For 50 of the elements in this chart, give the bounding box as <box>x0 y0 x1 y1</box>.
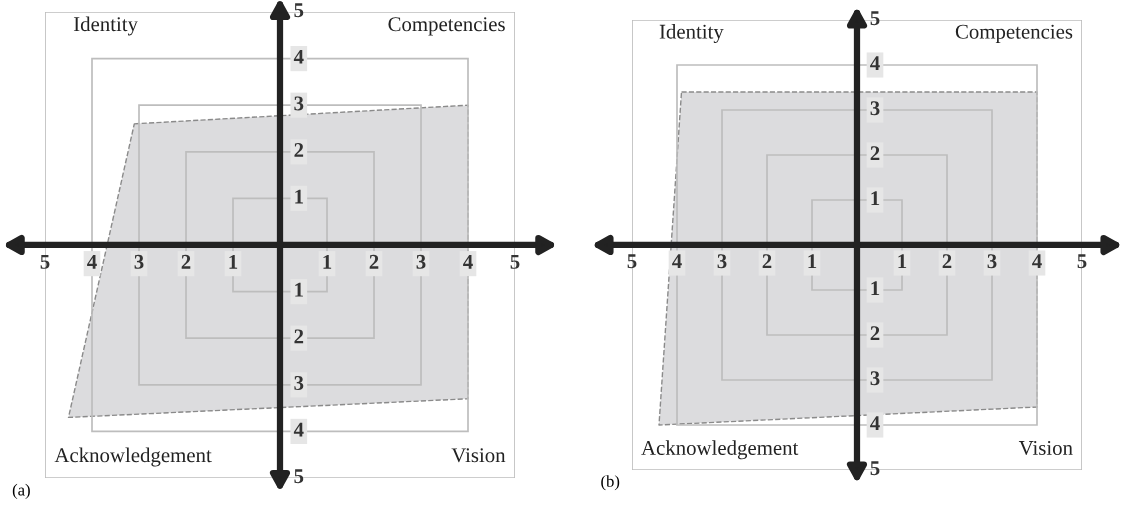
x-tick-label: 4 <box>672 254 682 269</box>
x-tick-label: 1 <box>898 254 907 269</box>
x-tick-label: 4 <box>1032 254 1042 269</box>
annotation: Vision <box>451 448 506 463</box>
text: (b) <box>601 475 620 491</box>
y-tick-label: 2 <box>870 326 880 341</box>
y-tick-label: 1 <box>871 191 880 206</box>
annotation: Competencies <box>955 24 1073 43</box>
y-tick-label: 5 <box>870 11 880 26</box>
y-tick-label: 3 <box>294 96 304 111</box>
y-tick-label: 1 <box>295 282 303 297</box>
annotation: Acknowledgement <box>641 440 799 460</box>
x-tick-label: 3 <box>416 254 426 269</box>
x-tick-label: 5 <box>510 255 520 269</box>
y-tick-label: 4 <box>293 49 304 64</box>
x-tick-label: 4 <box>87 254 97 269</box>
annotation: Identity <box>659 24 724 43</box>
x-tick-label: 3 <box>717 254 727 269</box>
x-tick-label: 3 <box>134 254 144 269</box>
x-tick-label: 2 <box>181 254 191 269</box>
x-tick-label: 1 <box>808 254 817 269</box>
y-tick-label: 1 <box>871 281 880 296</box>
x-tick-label: 5 <box>40 255 50 269</box>
y-tick-label: 3 <box>294 376 304 391</box>
annotation: Identity <box>73 16 138 36</box>
y-tick-label: 4 <box>293 422 304 437</box>
x-tick-label: 5 <box>627 254 637 269</box>
y-tick-label: 2 <box>294 329 304 344</box>
x-tick-label: 4 <box>463 254 473 269</box>
y-tick-label: 5 <box>294 3 304 18</box>
y-tick-label: 5 <box>870 461 880 476</box>
y-tick-label: 1 <box>295 189 303 204</box>
y-tick-label: 2 <box>294 143 304 157</box>
y-tick-label: 4 <box>870 416 880 431</box>
y-tick-label: 3 <box>870 371 880 386</box>
y-tick-label: 4 <box>870 56 880 71</box>
y-tick-label: 5 <box>294 469 304 484</box>
y-tick-label: 2 <box>870 146 880 161</box>
text: (a) <box>12 483 30 499</box>
x-tick-label: 1 <box>323 254 332 269</box>
annotation: Vision <box>1018 440 1073 456</box>
annotation: Competencies <box>388 17 505 36</box>
x-tick-label: 2 <box>762 254 772 269</box>
annotation: Acknowledgement <box>54 447 212 467</box>
x-tick-label: 2 <box>369 254 379 269</box>
x-tick-label: 2 <box>942 254 952 269</box>
x-tick-label: 1 <box>229 254 238 269</box>
x-tick-label: 3 <box>987 254 997 269</box>
y-tick-label: 3 <box>870 101 880 116</box>
x-tick-label: 5 <box>1077 254 1087 269</box>
